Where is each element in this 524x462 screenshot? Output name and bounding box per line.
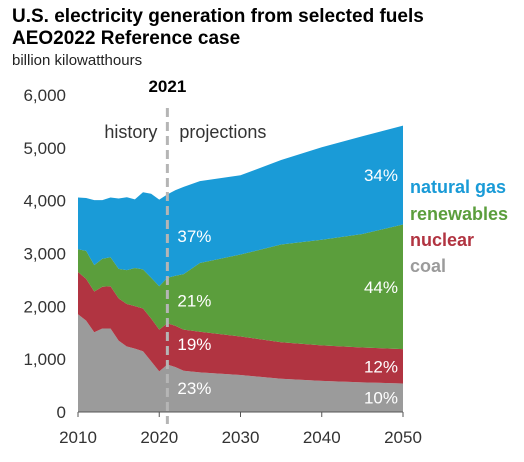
area-nuclear bbox=[78, 271, 403, 384]
legend-coal: coal bbox=[410, 256, 446, 276]
legend-renewables: renewables bbox=[410, 204, 508, 224]
x-tick-label: 2040 bbox=[303, 428, 341, 447]
divider-year-label: 2021 bbox=[148, 77, 186, 96]
share-label-natural-gas-2050: 34% bbox=[364, 166, 398, 185]
share-label-renewables-2021: 21% bbox=[177, 292, 211, 311]
area-coal bbox=[78, 314, 403, 412]
area-renewables bbox=[78, 224, 403, 350]
share-label-nuclear-2050: 12% bbox=[364, 357, 398, 376]
share-label-renewables-2050: 44% bbox=[364, 278, 398, 297]
share-label-nuclear-2021: 19% bbox=[177, 335, 211, 354]
y-tick-label: 5,000 bbox=[23, 139, 66, 158]
y-tick-label: 3,000 bbox=[23, 245, 66, 264]
chart-subtitle: AEO2022 Reference case bbox=[12, 28, 241, 49]
projections-label: projections bbox=[179, 122, 266, 142]
chart-title: U.S. electricity generation from selecte… bbox=[12, 6, 424, 27]
x-tick-label: 2050 bbox=[384, 428, 422, 447]
area-natural-gas bbox=[78, 125, 403, 287]
share-label-natural-gas-2021: 37% bbox=[177, 227, 211, 246]
history-label: history bbox=[104, 122, 157, 142]
y-tick-label: 1,000 bbox=[23, 350, 66, 369]
x-tick-label: 2010 bbox=[59, 428, 97, 447]
share-label-coal-2021: 23% bbox=[177, 379, 211, 398]
legend-natural-gas: natural gas bbox=[410, 177, 506, 197]
y-tick-label: 2,000 bbox=[23, 297, 66, 316]
x-tick-label: 2020 bbox=[140, 428, 178, 447]
share-label-coal-2050: 10% bbox=[364, 389, 398, 408]
y-axis-unit-label: billion kilowatthours bbox=[12, 52, 143, 69]
y-tick-label: 0 bbox=[57, 403, 66, 422]
x-tick-label: 2030 bbox=[222, 428, 260, 447]
y-tick-label: 6,000 bbox=[23, 86, 66, 105]
y-tick-label: 4,000 bbox=[23, 192, 66, 211]
legend-nuclear: nuclear bbox=[410, 230, 474, 250]
